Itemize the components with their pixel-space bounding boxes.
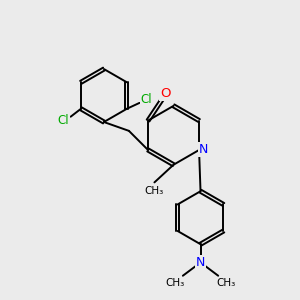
Text: Cl: Cl xyxy=(58,114,69,127)
Text: CH₃: CH₃ xyxy=(166,278,185,288)
Text: CH₃: CH₃ xyxy=(216,278,235,288)
Text: Cl: Cl xyxy=(141,93,152,106)
Text: N: N xyxy=(199,143,208,157)
Text: N: N xyxy=(196,256,205,269)
Text: O: O xyxy=(160,87,171,100)
Text: CH₃: CH₃ xyxy=(145,186,164,196)
